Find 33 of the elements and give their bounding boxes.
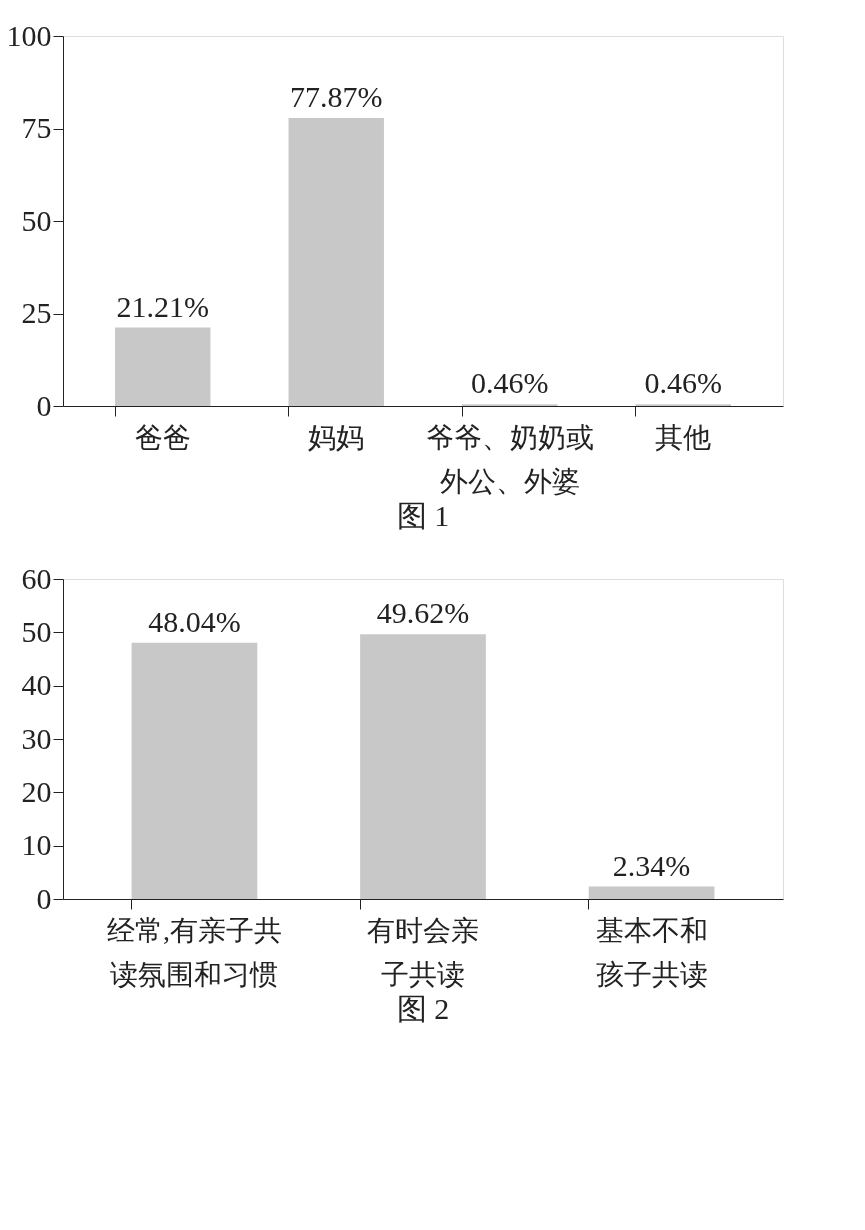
data-label: 77.87% — [290, 79, 383, 113]
x-tick-label: 爷爷、奶奶或外公、外婆 — [425, 421, 594, 497]
y-tick-label: 0 — [36, 388, 52, 422]
x-tick-label: 基本不和孩子共读 — [595, 914, 708, 990]
data-label: 49.62% — [376, 596, 470, 630]
y-tick-label: 40 — [21, 668, 52, 702]
bar — [131, 642, 258, 899]
bar — [588, 886, 715, 899]
y-tick-label: 50 — [21, 203, 52, 237]
data-label: 0.46% — [471, 366, 549, 400]
bar — [288, 117, 384, 406]
x-tick-label: 经常,有亲子共读氛围和习惯 — [106, 914, 282, 990]
x-tick-label: 妈妈 — [308, 421, 365, 453]
y-tick-label: 25 — [21, 296, 52, 329]
y-tick-label: 100 — [6, 18, 52, 52]
data-label: 0.46% — [644, 366, 722, 400]
bar — [115, 327, 211, 406]
data-label: 48.04% — [148, 604, 241, 638]
y-tick-label: 75 — [21, 111, 52, 144]
y-tick-label: 10 — [21, 828, 52, 862]
text: 图 1 — [396, 499, 450, 532]
x-tick-label: 有时会亲子共读 — [367, 914, 479, 990]
bar — [360, 634, 486, 899]
data-label: 2.34% — [612, 848, 691, 882]
x-tick-label: 其他 — [655, 421, 712, 453]
data-label: 21.21% — [116, 289, 210, 323]
y-tick-label: 50 — [21, 614, 52, 648]
y-tick-label: 30 — [21, 721, 52, 755]
x-tick-label: 爸爸 — [134, 421, 191, 453]
y-tick-label: 60 — [21, 561, 52, 595]
text: 图 2 — [396, 992, 450, 1025]
y-tick-label: 0 — [36, 881, 52, 915]
y-tick-label: 20 — [21, 774, 52, 808]
